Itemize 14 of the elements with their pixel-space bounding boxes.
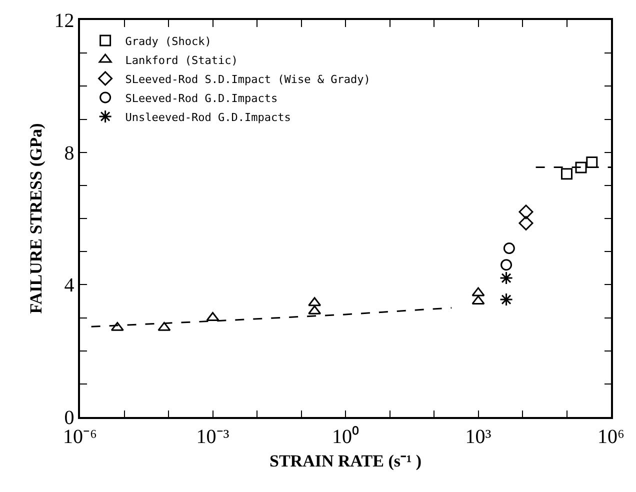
- x-axis-title: STRAIN RATE (s⁻¹ ): [270, 452, 422, 471]
- legend-label: Lankford (Static): [125, 54, 238, 67]
- x-tick-label: 10⁶: [598, 426, 625, 448]
- y-tick-label: 8: [64, 142, 74, 164]
- legend-label: SLeeved-Rod G.D.Impacts: [125, 92, 278, 105]
- y-tick-label: 12: [54, 10, 74, 32]
- y-axis-title: FAILURE STRESS (GPa): [26, 123, 46, 314]
- legend-label: Grady (Shock): [125, 34, 212, 48]
- legend-label: Unsleeved-Rod G.D.Impacts: [125, 110, 291, 124]
- legend-label: SLeeved-Rod S.D.Impact (Wise & Grady): [125, 72, 370, 86]
- x-tick-label: 10⁰: [332, 424, 359, 448]
- x-tick-label: 10³: [465, 426, 492, 448]
- y-tick-label: 4: [64, 274, 74, 297]
- x-tick-label: 10⁻³: [196, 426, 230, 448]
